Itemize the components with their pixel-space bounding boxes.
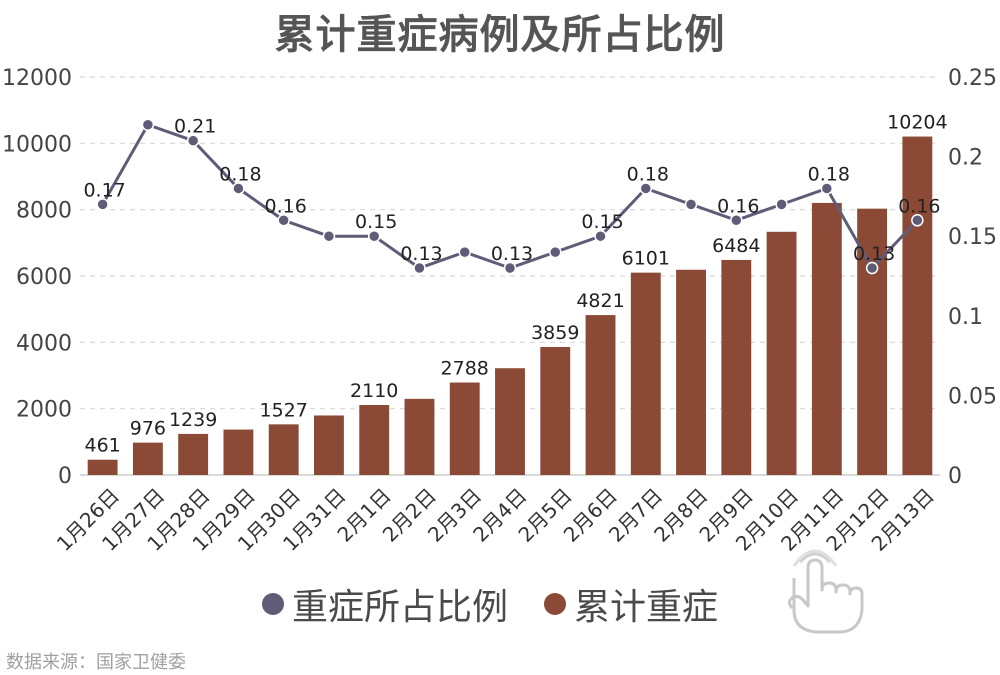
- bar: [585, 315, 616, 475]
- y-right-tick-label: 0.25: [948, 66, 997, 91]
- bar: [359, 405, 390, 475]
- bar-data-label: 3859: [531, 322, 579, 344]
- ratio-data-label: 0.15: [581, 211, 623, 233]
- ratio-data-label: 0.16: [265, 195, 307, 217]
- ratio-data-label: 0.16: [898, 195, 940, 217]
- ratio-point: [594, 229, 607, 243]
- ratio-data-label: 0.18: [219, 163, 261, 185]
- y-right-tick-label: 0.2: [948, 146, 983, 171]
- y-left-tick-label: 2000: [16, 398, 72, 423]
- bar-data-label: 2788: [441, 358, 489, 380]
- bar: [811, 202, 842, 475]
- y-left-tick-label: 0: [58, 464, 72, 489]
- ratio-point: [911, 214, 924, 227]
- legend-dot-cumulative: [544, 593, 567, 615]
- bar: [766, 231, 797, 475]
- bar-data-label: 6101: [622, 248, 670, 270]
- legend-item-cumulative: 累计重症: [544, 578, 718, 630]
- pointer-hand-icon: [788, 549, 864, 634]
- bar: [721, 259, 752, 475]
- bar: [404, 398, 435, 475]
- bar: [178, 433, 209, 475]
- bar-data-label: 2110: [350, 380, 398, 402]
- ratio-data-label: 0.21: [174, 116, 216, 138]
- source-note: 数据来源：国家卫健委: [6, 652, 186, 673]
- legend-dot-ratio: [262, 593, 284, 615]
- bar: [676, 269, 706, 475]
- y-left-tick-label: 4000: [16, 331, 72, 356]
- ratio-point: [503, 261, 517, 275]
- ratio-point: [775, 198, 788, 211]
- bar-data-label: 1239: [169, 409, 217, 431]
- ratio-point: [141, 118, 155, 132]
- ratio-point: [684, 198, 698, 211]
- bar: [268, 424, 299, 475]
- ratio-point: [232, 182, 245, 195]
- ratio-point: [820, 182, 834, 195]
- bar: [540, 347, 571, 475]
- bar: [87, 459, 118, 475]
- bar-data-label: 10204: [887, 112, 947, 134]
- ratio-point: [458, 245, 471, 259]
- ratio-data-label: 0.15: [355, 211, 397, 233]
- y-left-tick-label: 6000: [16, 265, 72, 290]
- y-right-tick-label: 0.05: [948, 384, 997, 409]
- bar-data-label: 1527: [260, 399, 308, 421]
- legend-item-ratio: 重症所占比例: [262, 578, 508, 630]
- y-left-tick-label: 10000: [2, 132, 72, 157]
- bar: [223, 429, 254, 475]
- ratio-point: [186, 134, 200, 147]
- bar-data-label: 6484: [712, 235, 760, 257]
- bar-data-label: 976: [130, 418, 166, 440]
- legend-label-cumulative: 累计重症: [574, 587, 719, 628]
- ratio-data-label: 0.16: [717, 195, 759, 217]
- ratio-point: [277, 214, 290, 227]
- bar: [495, 368, 525, 475]
- ratio-point: [865, 261, 879, 275]
- bar: [630, 272, 661, 475]
- ratio-point: [96, 198, 109, 211]
- ratio-point: [639, 182, 653, 195]
- ratio-data-label: 0.13: [491, 243, 533, 265]
- bar-data-label: 461: [84, 435, 120, 457]
- y-left-tick-label: 8000: [16, 199, 72, 224]
- y-right-tick-label: 0.15: [948, 225, 997, 250]
- legend-label-ratio: 重症所占比例: [292, 587, 509, 628]
- bar: [902, 136, 933, 476]
- bar: [449, 382, 480, 475]
- ratio-point: [730, 214, 743, 227]
- ratio-data-label: 0.18: [627, 163, 669, 185]
- y-right-tick-label: 0: [948, 464, 962, 489]
- bar: [314, 415, 344, 475]
- ratio-point: [322, 229, 336, 243]
- y-left-tick-label: 12000: [2, 66, 72, 91]
- legend: 重症所占比例 累计重症: [262, 578, 754, 630]
- y-right-tick-label: 0.1: [948, 305, 983, 330]
- ratio-data-label: 0.17: [83, 179, 125, 201]
- ratio-data-label: 0.13: [853, 243, 895, 265]
- ratio-data-label: 0.13: [400, 243, 442, 265]
- bar-data-label: 4821: [576, 290, 624, 312]
- ratio-point: [367, 229, 381, 243]
- chart-title: 累计重症病例及所占比例: [274, 12, 726, 58]
- bar: [132, 442, 163, 475]
- ratio-point: [549, 245, 562, 259]
- ratio-point: [413, 261, 426, 275]
- ratio-data-label: 0.18: [808, 163, 850, 185]
